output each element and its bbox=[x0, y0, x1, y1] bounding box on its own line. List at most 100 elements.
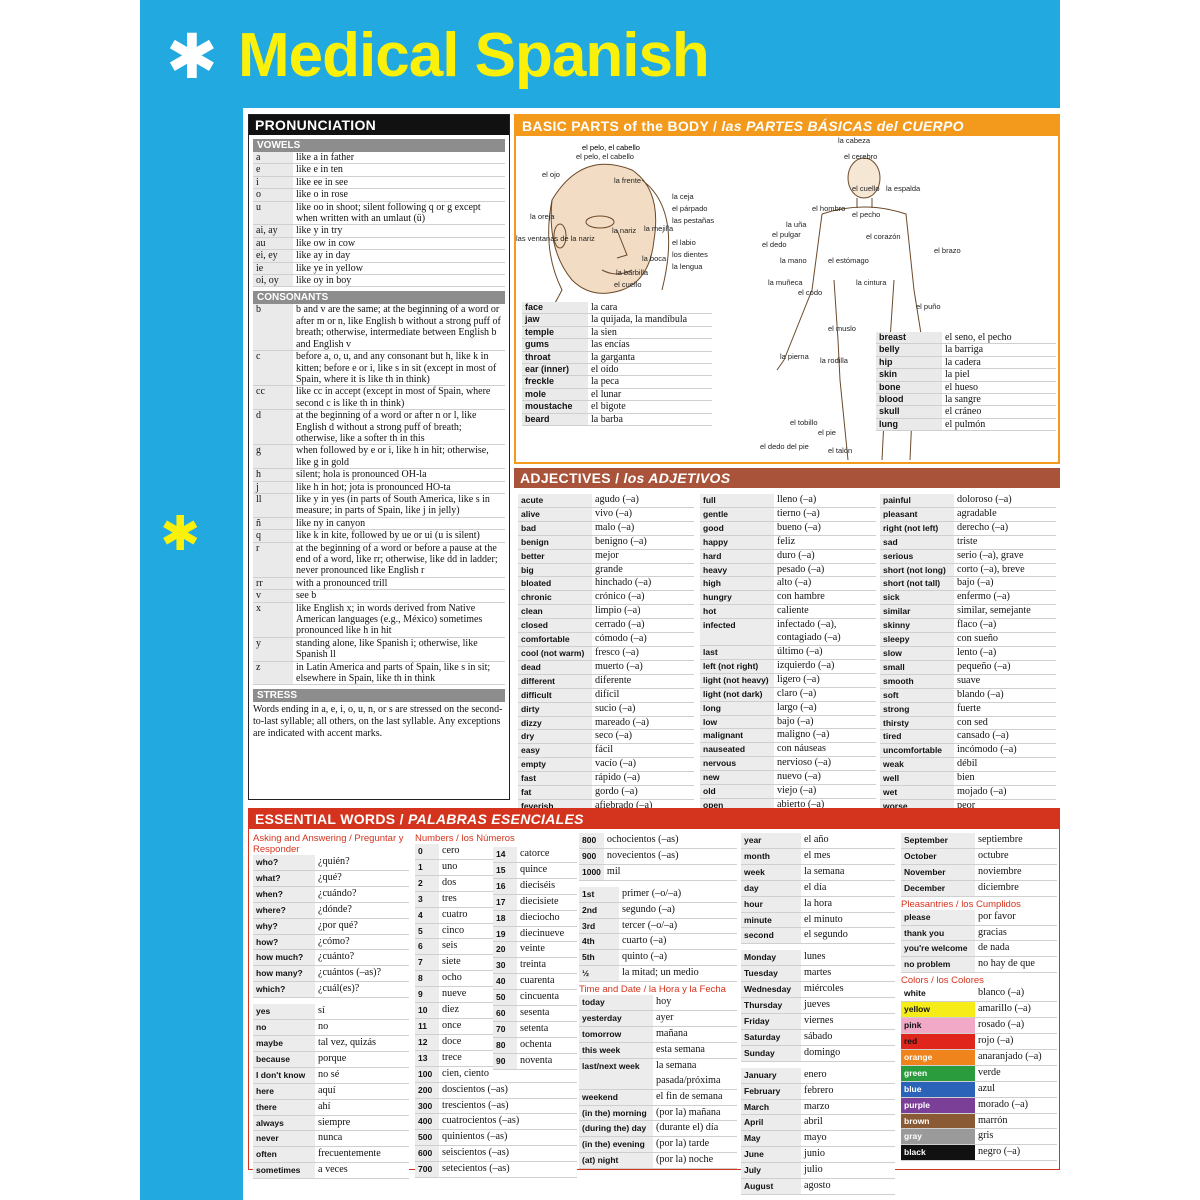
adjective-row: new nuevo (–a) bbox=[700, 770, 876, 786]
adjective-translation: muerto (–a) bbox=[592, 660, 694, 675]
adjective-row: nervous nervioso (–a) bbox=[700, 756, 876, 772]
consonant-row: v see b bbox=[253, 589, 505, 603]
answer-term: always bbox=[253, 1115, 315, 1132]
label-ear: la oreja bbox=[530, 212, 555, 221]
number-term: 18 bbox=[493, 910, 517, 927]
adjective-translation: hinchado (–a) bbox=[592, 576, 694, 592]
number-translation: dieciséis bbox=[517, 878, 577, 895]
answer-translation: a veces bbox=[315, 1162, 409, 1180]
pleasantry-row: thank you gracias bbox=[901, 925, 1057, 942]
adjective-term: well bbox=[880, 771, 954, 787]
adjective-row: heavy pesado (–a) bbox=[700, 563, 876, 578]
vowels-table: a like a in father e like e in ten i like ee … bbox=[253, 152, 505, 288]
adjective-term: full bbox=[700, 494, 774, 508]
consonant-row: g when followed by e or i, like h in hit;… bbox=[253, 444, 505, 470]
number-row: 300 trescientos (–as) bbox=[415, 1098, 577, 1115]
month-translation: octubre bbox=[975, 848, 1057, 865]
weekday-row: Wednesday miércoles bbox=[741, 981, 895, 999]
adjective-translation: bajo (–a) bbox=[954, 576, 1056, 592]
adjective-row: dead muerto (–a) bbox=[518, 660, 694, 675]
time-unit-translation: el mes bbox=[801, 848, 895, 865]
adjective-term: pleasant bbox=[880, 507, 954, 522]
adjective-term: high bbox=[700, 576, 774, 592]
adjective-row: good bueno (–a) bbox=[700, 521, 876, 536]
question-term: how much? bbox=[253, 949, 315, 967]
time-translation: el fin de semana bbox=[653, 1089, 737, 1106]
question-translation: ¿cuándo? bbox=[315, 886, 409, 903]
question-term: where? bbox=[253, 902, 315, 919]
adjective-translation: bien bbox=[954, 771, 1056, 787]
body-part-term: gums bbox=[522, 338, 588, 352]
adjective-translation: seco (–a) bbox=[592, 729, 694, 745]
label-hair: el pelo, el cabello bbox=[576, 152, 634, 161]
month-term: March bbox=[741, 1099, 801, 1116]
adjective-term: closed bbox=[518, 618, 592, 634]
adjective-row: cool (not warm) fresco (–a) bbox=[518, 646, 694, 661]
question-row: how? ¿cómo? bbox=[253, 934, 409, 951]
adjective-row: low bajo (–a) bbox=[700, 715, 876, 730]
adjective-row: wet mojado (–a) bbox=[880, 785, 1056, 800]
adjective-term: thirsty bbox=[880, 716, 954, 731]
color-translation: anaranjado (–a) bbox=[975, 1049, 1057, 1066]
number-term: 5 bbox=[415, 923, 439, 940]
body-part-row: throat la garganta bbox=[522, 351, 712, 365]
adjective-term: fat bbox=[518, 785, 592, 800]
body-part-translation: el oído bbox=[588, 363, 712, 377]
weekday-row: Tuesday martes bbox=[741, 965, 895, 983]
number-row: 900 novecientos (–as) bbox=[579, 848, 737, 865]
adjective-term: low bbox=[700, 715, 774, 730]
answer-translation: porque bbox=[315, 1051, 409, 1068]
number-term: 200 bbox=[415, 1082, 439, 1099]
vowel-translation: like oo in shoot; silent following q or … bbox=[293, 201, 505, 226]
ordinal-term: 2nd bbox=[579, 902, 619, 919]
answer-translation: tal vez, quizás bbox=[315, 1035, 409, 1052]
numbers-column-b: 14 catorce 15 quince 16 dieciséis 17 diecisiete… bbox=[493, 847, 577, 1070]
body-part-translation: la peca bbox=[588, 375, 712, 389]
number-translation: cuatrocientos (–as) bbox=[439, 1113, 577, 1131]
vowel-translation: like y in try bbox=[293, 224, 505, 238]
adjective-translation: doloroso (–a) bbox=[954, 494, 1056, 508]
adjective-row: uncomfortable incómodo (–a) bbox=[880, 743, 1056, 759]
adjective-translation: crónico (–a) bbox=[592, 590, 694, 606]
adjective-row: infected infectado (–a), contagiado (–a) bbox=[700, 618, 876, 646]
body-part-row: temple la sien bbox=[522, 326, 712, 340]
consonant-row: ñ like ny in canyon bbox=[253, 517, 505, 531]
number-translation: cien, ciento bbox=[439, 1066, 577, 1083]
adjective-translation: limpio (–a) bbox=[592, 604, 694, 620]
answer-translation: nunca bbox=[315, 1130, 409, 1148]
stress-label: STRESS bbox=[253, 689, 505, 703]
time-unit-translation: el año bbox=[801, 833, 895, 849]
adjective-row: closed cerrado (–a) bbox=[518, 618, 694, 634]
body-part-term: freckle bbox=[522, 375, 588, 389]
body-table-2: breast el seno, el pecho belly la barriga hi… bbox=[876, 332, 1056, 432]
body-part-term: lung bbox=[876, 418, 942, 432]
number-term: 70 bbox=[493, 1021, 517, 1038]
month-row: May mayo bbox=[741, 1130, 895, 1148]
number-translation: ochocientos (–as) bbox=[603, 833, 737, 849]
adjective-translation: suave bbox=[954, 674, 1056, 689]
label-arm: el brazo bbox=[934, 246, 961, 255]
answer-row: no no bbox=[253, 1019, 409, 1036]
adjective-row: fast rápido (–a) bbox=[518, 771, 694, 787]
asterisk-icon: ✱ bbox=[166, 20, 218, 93]
label-shoulder: el hombro bbox=[812, 204, 846, 213]
number-translation: veinte bbox=[517, 941, 577, 959]
ordinal-row: 4th cuarto (–a) bbox=[579, 933, 737, 951]
adjective-term: long bbox=[700, 701, 774, 716]
month-term: July bbox=[741, 1162, 801, 1180]
month-row: January enero bbox=[741, 1067, 895, 1084]
answer-term: no bbox=[253, 1019, 315, 1036]
label-leg: la pierna bbox=[780, 352, 809, 361]
color-translation: blanco (–a) bbox=[975, 986, 1057, 1003]
time-unit-row: minute el minuto bbox=[741, 912, 895, 929]
body-part-row: breast el seno, el pecho bbox=[876, 332, 1056, 345]
body-part-row: beard la barba bbox=[522, 413, 712, 427]
number-term: 900 bbox=[579, 848, 604, 865]
weekday-term: Saturday bbox=[741, 1029, 801, 1046]
adjective-row: dirty sucio (–a) bbox=[518, 702, 694, 717]
consonant-row: ll like y in yes (in parts of South Ameri… bbox=[253, 493, 505, 518]
adjective-row: gentle tierno (–a) bbox=[700, 507, 876, 522]
consonant-row: y standing alone, like Spanish i; otherwi… bbox=[253, 637, 505, 662]
weekday-row: Saturday sábado bbox=[741, 1029, 895, 1046]
time-row: yesterday ayer bbox=[579, 1010, 737, 1027]
